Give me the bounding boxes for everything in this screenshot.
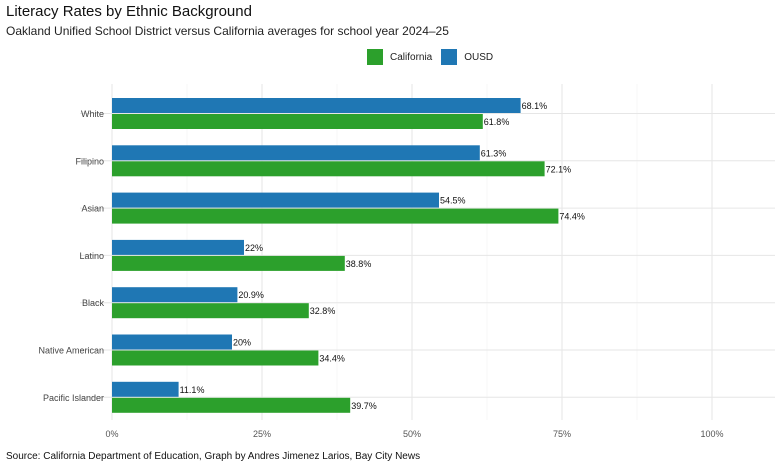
bar-ousd — [112, 192, 439, 208]
y-tick-label: Black — [82, 298, 105, 308]
bar-california — [112, 255, 345, 271]
chart-caption: Source: California Department of Educati… — [6, 451, 421, 462]
data-label: 20% — [233, 338, 251, 348]
data-label: 72.1% — [546, 164, 572, 174]
y-tick-label: Pacific Islander — [43, 393, 104, 403]
data-label: 39.7% — [351, 401, 377, 411]
bar-ousd — [112, 145, 480, 161]
bar-california — [112, 350, 319, 366]
data-label: 61.8% — [484, 117, 510, 127]
x-tick-label: 75% — [553, 429, 571, 439]
data-label: 11.1% — [180, 385, 205, 395]
legend: California OUSD — [367, 49, 502, 65]
y-tick-label: Latino — [79, 251, 104, 261]
legend-label-ousd: OUSD — [464, 51, 494, 63]
y-tick-label: White — [81, 109, 104, 119]
bar-california — [112, 208, 559, 224]
chart-title: Literacy Rates by Ethnic Background — [6, 3, 252, 20]
data-label: 54.5% — [440, 196, 466, 206]
bar-california — [112, 114, 483, 129]
y-tick-label: Native American — [38, 346, 104, 356]
x-tick-label: 25% — [253, 429, 271, 439]
chart-subtitle: Oakland Unified School District versus C… — [6, 24, 449, 38]
bar-ousd — [112, 98, 521, 113]
data-label: 34.4% — [319, 354, 345, 364]
bar-ousd — [112, 239, 244, 255]
y-tick-label: Filipino — [75, 156, 104, 166]
data-label: 38.8% — [346, 259, 372, 269]
data-label: 20.9% — [238, 290, 264, 300]
data-label: 32.8% — [310, 306, 336, 316]
bar-california — [112, 397, 351, 413]
y-tick-label: Asian — [81, 204, 104, 214]
legend-swatch-california — [367, 49, 383, 65]
data-label: 74.4% — [559, 212, 585, 222]
bar-ousd — [112, 334, 232, 350]
legend-swatch-ousd — [441, 49, 458, 65]
data-label: 61.3% — [481, 148, 507, 158]
bar-ousd — [112, 381, 179, 397]
bar-california — [112, 303, 309, 319]
data-label: 22% — [245, 243, 263, 253]
data-label: 68.1% — [522, 101, 548, 111]
legend-label-california: California — [390, 51, 433, 63]
bar-ousd — [112, 287, 238, 303]
x-tick-label: 0% — [105, 429, 118, 439]
x-tick-label: 50% — [403, 429, 421, 439]
bar-california — [112, 161, 545, 177]
x-tick-label: 100% — [700, 429, 723, 439]
